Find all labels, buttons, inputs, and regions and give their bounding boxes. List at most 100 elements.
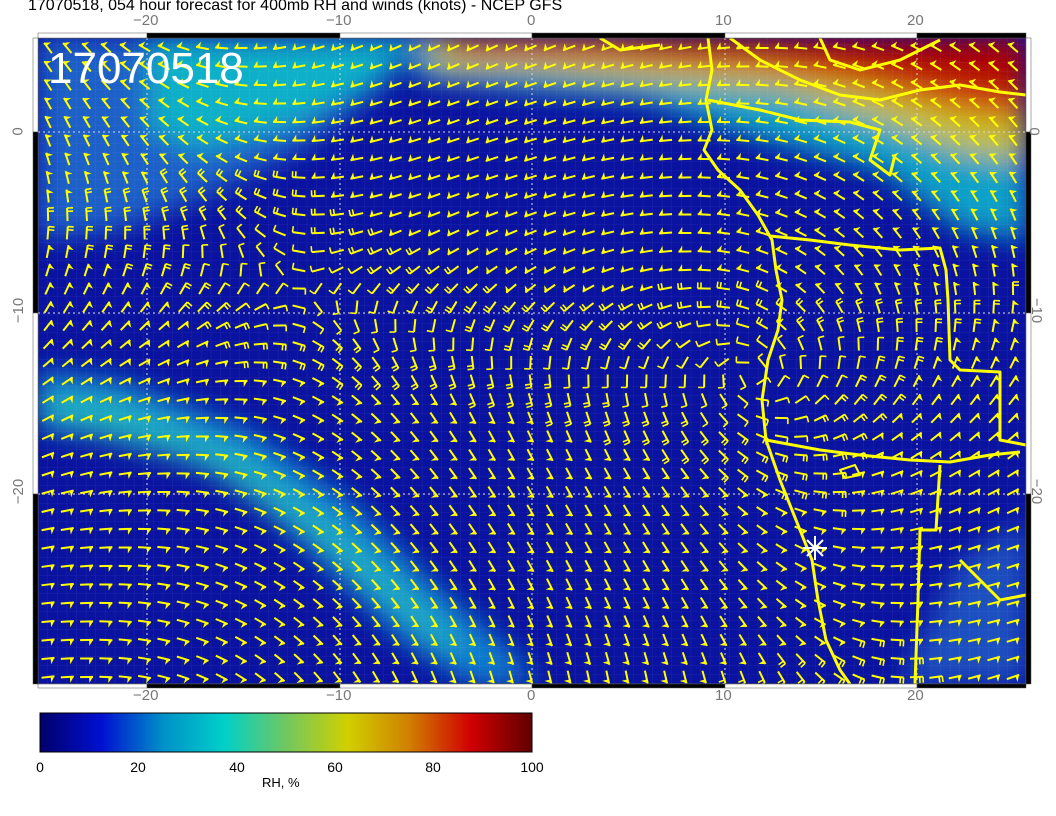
- wind-barb: [775, 561, 788, 573]
- wind-barb: [99, 452, 113, 461]
- wind-barb: [524, 61, 537, 70]
- wind-barb: [427, 135, 441, 144]
- wind-barb: [466, 265, 479, 275]
- wind-barb: [972, 281, 981, 296]
- wind-barb: [176, 582, 190, 591]
- wind-barb: [972, 318, 982, 333]
- wind-barb: [718, 468, 729, 483]
- wind-barb: [215, 78, 229, 88]
- wind-barb: [968, 488, 981, 497]
- wind-barb: [504, 43, 518, 52]
- wind-barb: [352, 338, 362, 354]
- wind-barb: [526, 559, 535, 573]
- wind-barb: [390, 505, 401, 517]
- wind-barb: [219, 243, 227, 259]
- wind-barb: [581, 43, 595, 52]
- wind-barb: [929, 545, 943, 553]
- wind-barb: [930, 115, 942, 127]
- wind-barb: [852, 189, 865, 201]
- wind-barb: [813, 208, 827, 219]
- wind-barb: [680, 486, 690, 498]
- wind-barb: [388, 117, 402, 125]
- wind-barb: [85, 225, 94, 240]
- wind-barb: [737, 394, 749, 409]
- wind-barb: [234, 379, 248, 387]
- wind-barb: [930, 412, 942, 424]
- wind-barb: [312, 432, 325, 444]
- wind-barb: [351, 615, 362, 628]
- wind-barb: [41, 638, 55, 646]
- wind-barb: [195, 435, 209, 443]
- frame-segment: [724, 32, 918, 39]
- wind-barb: [524, 374, 533, 390]
- wind-barb: [525, 652, 534, 665]
- wind-barb: [331, 505, 344, 517]
- wind-barb: [584, 504, 593, 517]
- wind-barb: [137, 638, 152, 647]
- wind-barb: [893, 263, 902, 277]
- wind-barb: [103, 244, 114, 259]
- wind-barb: [988, 412, 1000, 424]
- wind-barb: [929, 60, 942, 71]
- wind-barb: [234, 416, 248, 425]
- wind-barb: [990, 208, 999, 221]
- wind-barb: [678, 134, 692, 142]
- wind-barb: [176, 637, 190, 647]
- wind-barb: [273, 79, 287, 87]
- wind-barb: [757, 670, 766, 684]
- wind-barb: [253, 115, 267, 124]
- wind-barb: [620, 153, 634, 162]
- wind-barb: [639, 190, 653, 198]
- wind-barb: [505, 374, 514, 390]
- wind-barb: [813, 617, 827, 628]
- wind-barb: [253, 323, 269, 331]
- wind-barb: [581, 153, 595, 162]
- wind-barb: [370, 468, 382, 480]
- wind-barb: [386, 247, 402, 256]
- wind-barb: [677, 282, 692, 291]
- wind-barb: [543, 80, 557, 89]
- wind-barb: [676, 356, 689, 369]
- wind-barb: [391, 356, 400, 372]
- wind-barb: [387, 300, 399, 314]
- wind-barb: [951, 245, 960, 258]
- wind-barb: [718, 505, 729, 517]
- wind-barb: [891, 189, 903, 202]
- wind-barb: [161, 205, 169, 222]
- wind-barb: [83, 152, 92, 166]
- wind-barb: [485, 228, 499, 237]
- wind-barb: [195, 471, 209, 480]
- wind-barb: [910, 115, 923, 127]
- wind-barb: [852, 655, 866, 667]
- wind-barb: [391, 652, 400, 665]
- wind-barb: [600, 355, 611, 370]
- wind-barb: [448, 449, 458, 461]
- wind-barb: [309, 265, 325, 273]
- wind-barb: [987, 618, 1001, 627]
- wind-barb: [429, 393, 439, 406]
- wind-barb: [991, 263, 1000, 277]
- wind-barb: [83, 263, 94, 277]
- wind-barb: [195, 78, 209, 89]
- wind-barb: [988, 60, 1000, 72]
- wind-barb: [818, 355, 827, 370]
- wind-barb: [755, 189, 769, 199]
- wind-barb: [507, 578, 516, 591]
- wind-barb: [370, 486, 382, 499]
- wind-barb: [543, 228, 557, 237]
- wind-barb: [560, 337, 573, 351]
- wind-barb: [524, 191, 537, 199]
- wind-barb: [562, 61, 576, 70]
- wind-barb: [234, 525, 248, 536]
- wind-barb: [699, 633, 708, 647]
- wind-barb: [738, 615, 748, 628]
- wind-barb: [661, 596, 670, 610]
- wind-barb: [99, 433, 113, 442]
- wind-barb: [909, 657, 924, 665]
- wind-barb: [603, 504, 612, 517]
- wind-barb: [543, 98, 557, 107]
- wind-barb: [813, 526, 827, 536]
- wind-barb: [408, 43, 422, 52]
- wind-barb: [351, 431, 363, 443]
- wind-barb: [910, 78, 923, 90]
